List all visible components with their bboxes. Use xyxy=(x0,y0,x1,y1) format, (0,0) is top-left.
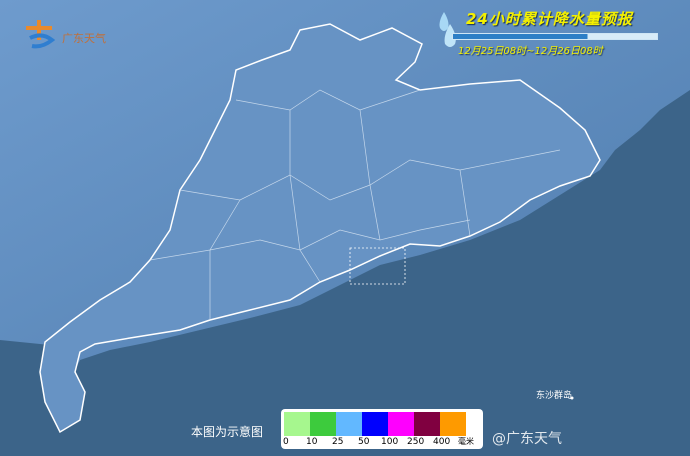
legend-swatch xyxy=(310,412,336,436)
legend-swatch xyxy=(362,412,388,436)
schematic-note: 本图为示意图 xyxy=(191,425,264,439)
legend-swatch xyxy=(414,412,440,436)
precipitation-legend: 0 10 25 50 100 250 400 毫米 xyxy=(281,409,483,449)
legend-label: 10 xyxy=(306,437,318,447)
title-underline xyxy=(452,33,658,40)
legend-label: 25 xyxy=(332,437,344,447)
legend-swatch xyxy=(388,412,414,436)
logo-text: 广东天气 xyxy=(62,32,106,45)
legend-label: 50 xyxy=(358,437,370,447)
legend-label: 250 xyxy=(407,437,425,447)
island-label: 东沙群岛 xyxy=(536,391,573,401)
guangdong-weather-logo xyxy=(26,20,56,49)
guangdong-province xyxy=(39,23,601,434)
dongsha-island xyxy=(570,396,574,400)
legend-label: 0 xyxy=(283,437,289,447)
city-boundaries xyxy=(149,89,561,320)
legend-swatch xyxy=(284,412,310,436)
legend-label: 100 xyxy=(381,437,399,447)
water-drop-icon xyxy=(439,12,456,47)
legend-swatch xyxy=(440,412,466,436)
legend-unit: 毫米 xyxy=(458,437,474,446)
legend-swatch xyxy=(336,412,362,436)
hongkong-macau-box xyxy=(349,247,406,285)
watermark: @广东天气 xyxy=(492,431,562,447)
forecast-period: 12月25日08时~12月26日08时 xyxy=(458,46,603,57)
legend-label: 400 xyxy=(433,437,451,447)
map-title: 24小时累计降水量预报 xyxy=(466,10,633,28)
